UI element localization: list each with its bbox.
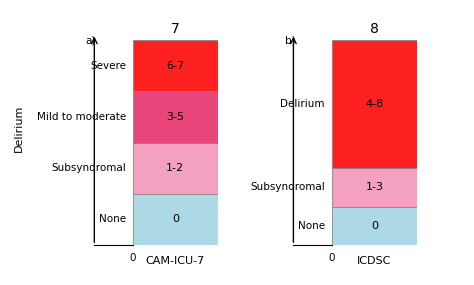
Text: Subsyndromal: Subsyndromal [51,163,126,173]
Text: 0: 0 [172,214,179,225]
Text: 0: 0 [129,253,136,263]
Bar [332,207,417,245]
Text: 4-8: 4-8 [365,99,383,109]
Text: 6-7: 6-7 [166,60,184,71]
X-axis label: ICDSC: ICDSC [357,256,392,266]
Text: 1-3: 1-3 [365,182,383,192]
X-axis label: CAM-ICU-7: CAM-ICU-7 [146,256,205,266]
Text: Mild to moderate: Mild to moderate [36,112,126,122]
Text: 1-2: 1-2 [166,163,184,173]
Text: Delirium: Delirium [14,105,24,152]
Text: None: None [99,214,126,225]
Text: 3-5: 3-5 [166,112,184,122]
Text: b): b) [285,36,295,46]
Text: 0: 0 [371,221,378,231]
Bar [133,40,218,91]
Bar [133,91,218,142]
Bar [133,142,218,194]
Text: Delirium: Delirium [281,99,325,109]
Bar [332,168,417,207]
Bar [133,194,218,245]
Text: None: None [298,221,325,231]
Text: a): a) [86,36,96,46]
Text: 0: 0 [328,253,335,263]
Title: 8: 8 [370,22,379,36]
Bar [332,40,417,168]
Text: Subsyndromal: Subsyndromal [250,182,325,192]
Text: Severe: Severe [90,60,126,71]
Title: 7: 7 [171,22,180,36]
